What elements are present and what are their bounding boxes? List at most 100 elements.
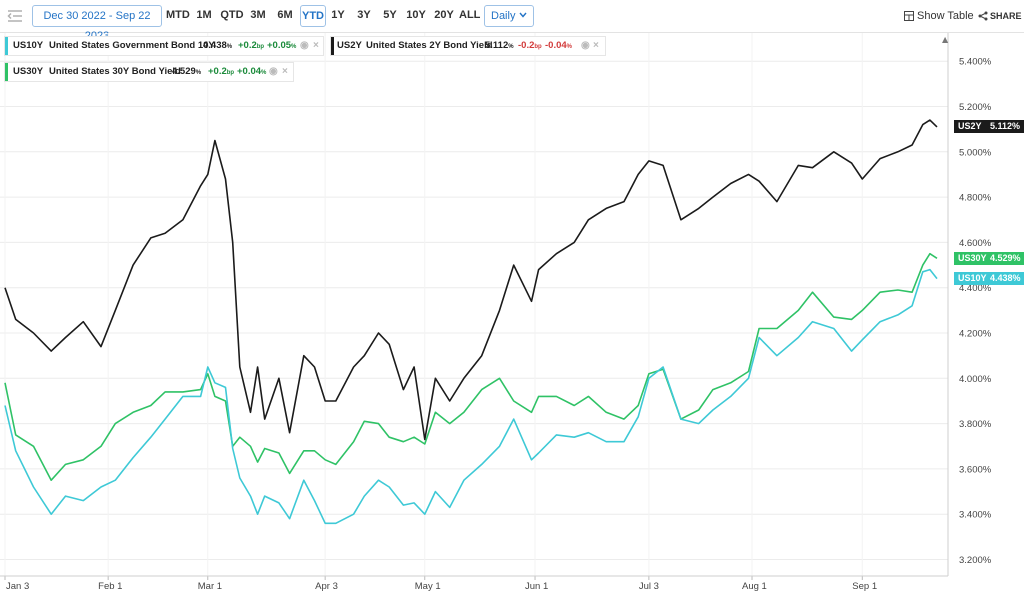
legend-item-us30y[interactable]: US30Y United States 30Y Bond Yield 4.529… (4, 62, 294, 82)
y-tick-label: 4.000% (959, 374, 992, 385)
y-tick-label: 5.400% (959, 57, 992, 68)
legend-value: 4.529% (172, 63, 201, 82)
legend-value-number: 5.112 (485, 40, 509, 51)
legend-change-pct: +0.04% (237, 63, 266, 82)
legend-value-number: 4.529 (172, 66, 196, 77)
series-line-us30y (4, 252, 938, 482)
end-label-value: 4.529% (990, 252, 1021, 263)
collapse-panel-icon[interactable] (6, 7, 24, 25)
legend-item-us2y[interactable]: US2Y United States 2Y Bond Yield 5.112% … (330, 36, 606, 56)
y-tick-label: 3.600% (959, 464, 992, 475)
line-chart: 3.200% 3.400% 3.600% 3.800% 4.000% 4.200% 4.40… (0, 33, 992, 592)
end-label-us2y: US2Y 5.112% (954, 120, 1024, 134)
toolbar: Dec 30 2022 - Sep 22 2023 MTD 1M QTD 3M 6M YT… (0, 0, 1024, 42)
period-button-ytd[interactable]: YTD (300, 5, 326, 27)
hide-series-icon[interactable]: ◉ (269, 66, 278, 77)
y-tick-label: 4.400% (959, 283, 992, 294)
series-color-swatch (331, 37, 334, 55)
legend-item-us10y[interactable]: US10Y United States Government Bond 10Y … (4, 36, 324, 56)
close-icon[interactable]: × (282, 66, 288, 77)
period-button-6m[interactable]: 6M (277, 9, 293, 21)
legend-change-pct-unit: % (566, 44, 572, 50)
period-button-1m[interactable]: 1M (196, 9, 212, 21)
legend-change-pct-number: +0.04 (237, 66, 262, 77)
legend-value-unit: % (195, 70, 202, 76)
y-tick-label: 4.200% (959, 329, 992, 340)
legend-change-pct-number: +0.05 (267, 40, 292, 51)
legend-change-bp-number: -0.2 (518, 40, 535, 51)
show-table-button[interactable]: Show Table (904, 9, 974, 23)
legend-value-unit: % (508, 44, 514, 50)
period-button-20y[interactable]: 20Y (434, 9, 454, 21)
legend-ticker: US10Y (13, 40, 44, 51)
y-tick-label: 4.800% (959, 193, 992, 204)
period-button-5y[interactable]: 5Y (383, 9, 397, 21)
legend-ticker: US30Y (13, 66, 44, 77)
hide-series-icon[interactable]: ◉ (581, 40, 590, 51)
x-tick-label: Aug 1 (742, 581, 767, 592)
legend-series-name: United States 2Y Bond Yield (366, 40, 493, 51)
legend-change-bp-unit: bp (226, 70, 235, 76)
legend-change-bp-number: +0.2 (238, 40, 257, 51)
y-tick-label: 3.200% (959, 555, 992, 566)
end-label-value: 5.112% (990, 121, 1021, 132)
legend-change-bp: +0.2bp (208, 63, 234, 82)
period-button-1y[interactable]: 1Y (331, 9, 345, 21)
legend-change-bp-unit: bp (534, 44, 542, 50)
period-button-3y[interactable]: 3Y (357, 9, 371, 21)
close-icon[interactable]: × (593, 40, 599, 51)
period-button-all[interactable]: ALL (459, 9, 481, 21)
hide-series-icon[interactable]: ◉ (300, 40, 309, 51)
x-tick-label: Jan 3 (6, 581, 29, 592)
legend-change-pct: +0.05% (267, 37, 296, 56)
end-label-ticker: US30Y (958, 252, 987, 263)
y-tick-label: 4.600% (959, 238, 992, 249)
y-tick-label: 5.200% (959, 102, 992, 113)
expand-arrow-icon[interactable]: ▲ (942, 35, 949, 44)
legend-ticker: US2Y (337, 40, 362, 51)
legend-change-pct-unit: % (291, 44, 297, 50)
end-label-ticker: US10Y (958, 273, 987, 284)
legend-value-unit: % (226, 44, 233, 50)
x-tick-label: Sep 1 (852, 581, 877, 592)
end-label-value: 4.438% (990, 273, 1021, 284)
legend-series-name: United States Government Bond 10Y (49, 40, 215, 51)
x-tick-label: May 1 (415, 581, 441, 592)
end-label-us30y: US30Y 4.529% (954, 251, 1024, 265)
period-button-10y[interactable]: 10Y (406, 9, 426, 21)
share-button[interactable]: SHARE (978, 9, 1022, 23)
show-table-label: Show Table (917, 10, 974, 22)
legend-change-bp: -0.2bp (518, 37, 542, 56)
series-color-swatch (5, 63, 8, 81)
legend-change-bp: +0.2bp (238, 37, 264, 56)
x-tick-label: Jul 3 (639, 581, 659, 592)
y-tick-label: 3.400% (959, 510, 992, 521)
end-label-us10y: US10Y 4.438% (954, 272, 1024, 286)
legend-change-bp-unit: bp (256, 44, 265, 50)
table-icon (904, 11, 914, 21)
x-tick-label: Feb 1 (98, 581, 122, 592)
series-line-us2y (4, 119, 938, 441)
share-label: SHARE (990, 11, 1022, 21)
date-range-picker[interactable]: Dec 30 2022 - Sep 22 2023 (32, 5, 162, 42)
period-button-qtd[interactable]: QTD (220, 9, 244, 21)
chevron-down-icon (519, 12, 527, 18)
x-tick-label: Apr 3 (315, 581, 338, 592)
frequency-label: Daily (491, 10, 516, 22)
close-icon[interactable]: × (313, 40, 319, 51)
frequency-dropdown[interactable]: Daily (484, 5, 534, 27)
legend-change-pct-number: -0.04 (545, 40, 567, 51)
y-tick-label: 3.800% (959, 419, 992, 430)
end-label-ticker: US2Y (958, 121, 982, 132)
legend-value: 4.438% (203, 37, 232, 56)
x-tick-label: Jun 1 (525, 581, 548, 592)
period-button-mtd[interactable]: MTD (166, 9, 190, 21)
x-tick-label: Mar 1 (198, 581, 222, 592)
legend-change-pct-unit: % (261, 70, 267, 76)
y-tick-label: 5.000% (959, 147, 992, 158)
legend-value: 5.112% (485, 37, 514, 56)
series-line-us10y (4, 268, 938, 525)
legend-value-number: 4.438 (203, 40, 227, 51)
legend-change-bp-number: +0.2 (208, 66, 227, 77)
period-button-3m[interactable]: 3M (250, 9, 266, 21)
